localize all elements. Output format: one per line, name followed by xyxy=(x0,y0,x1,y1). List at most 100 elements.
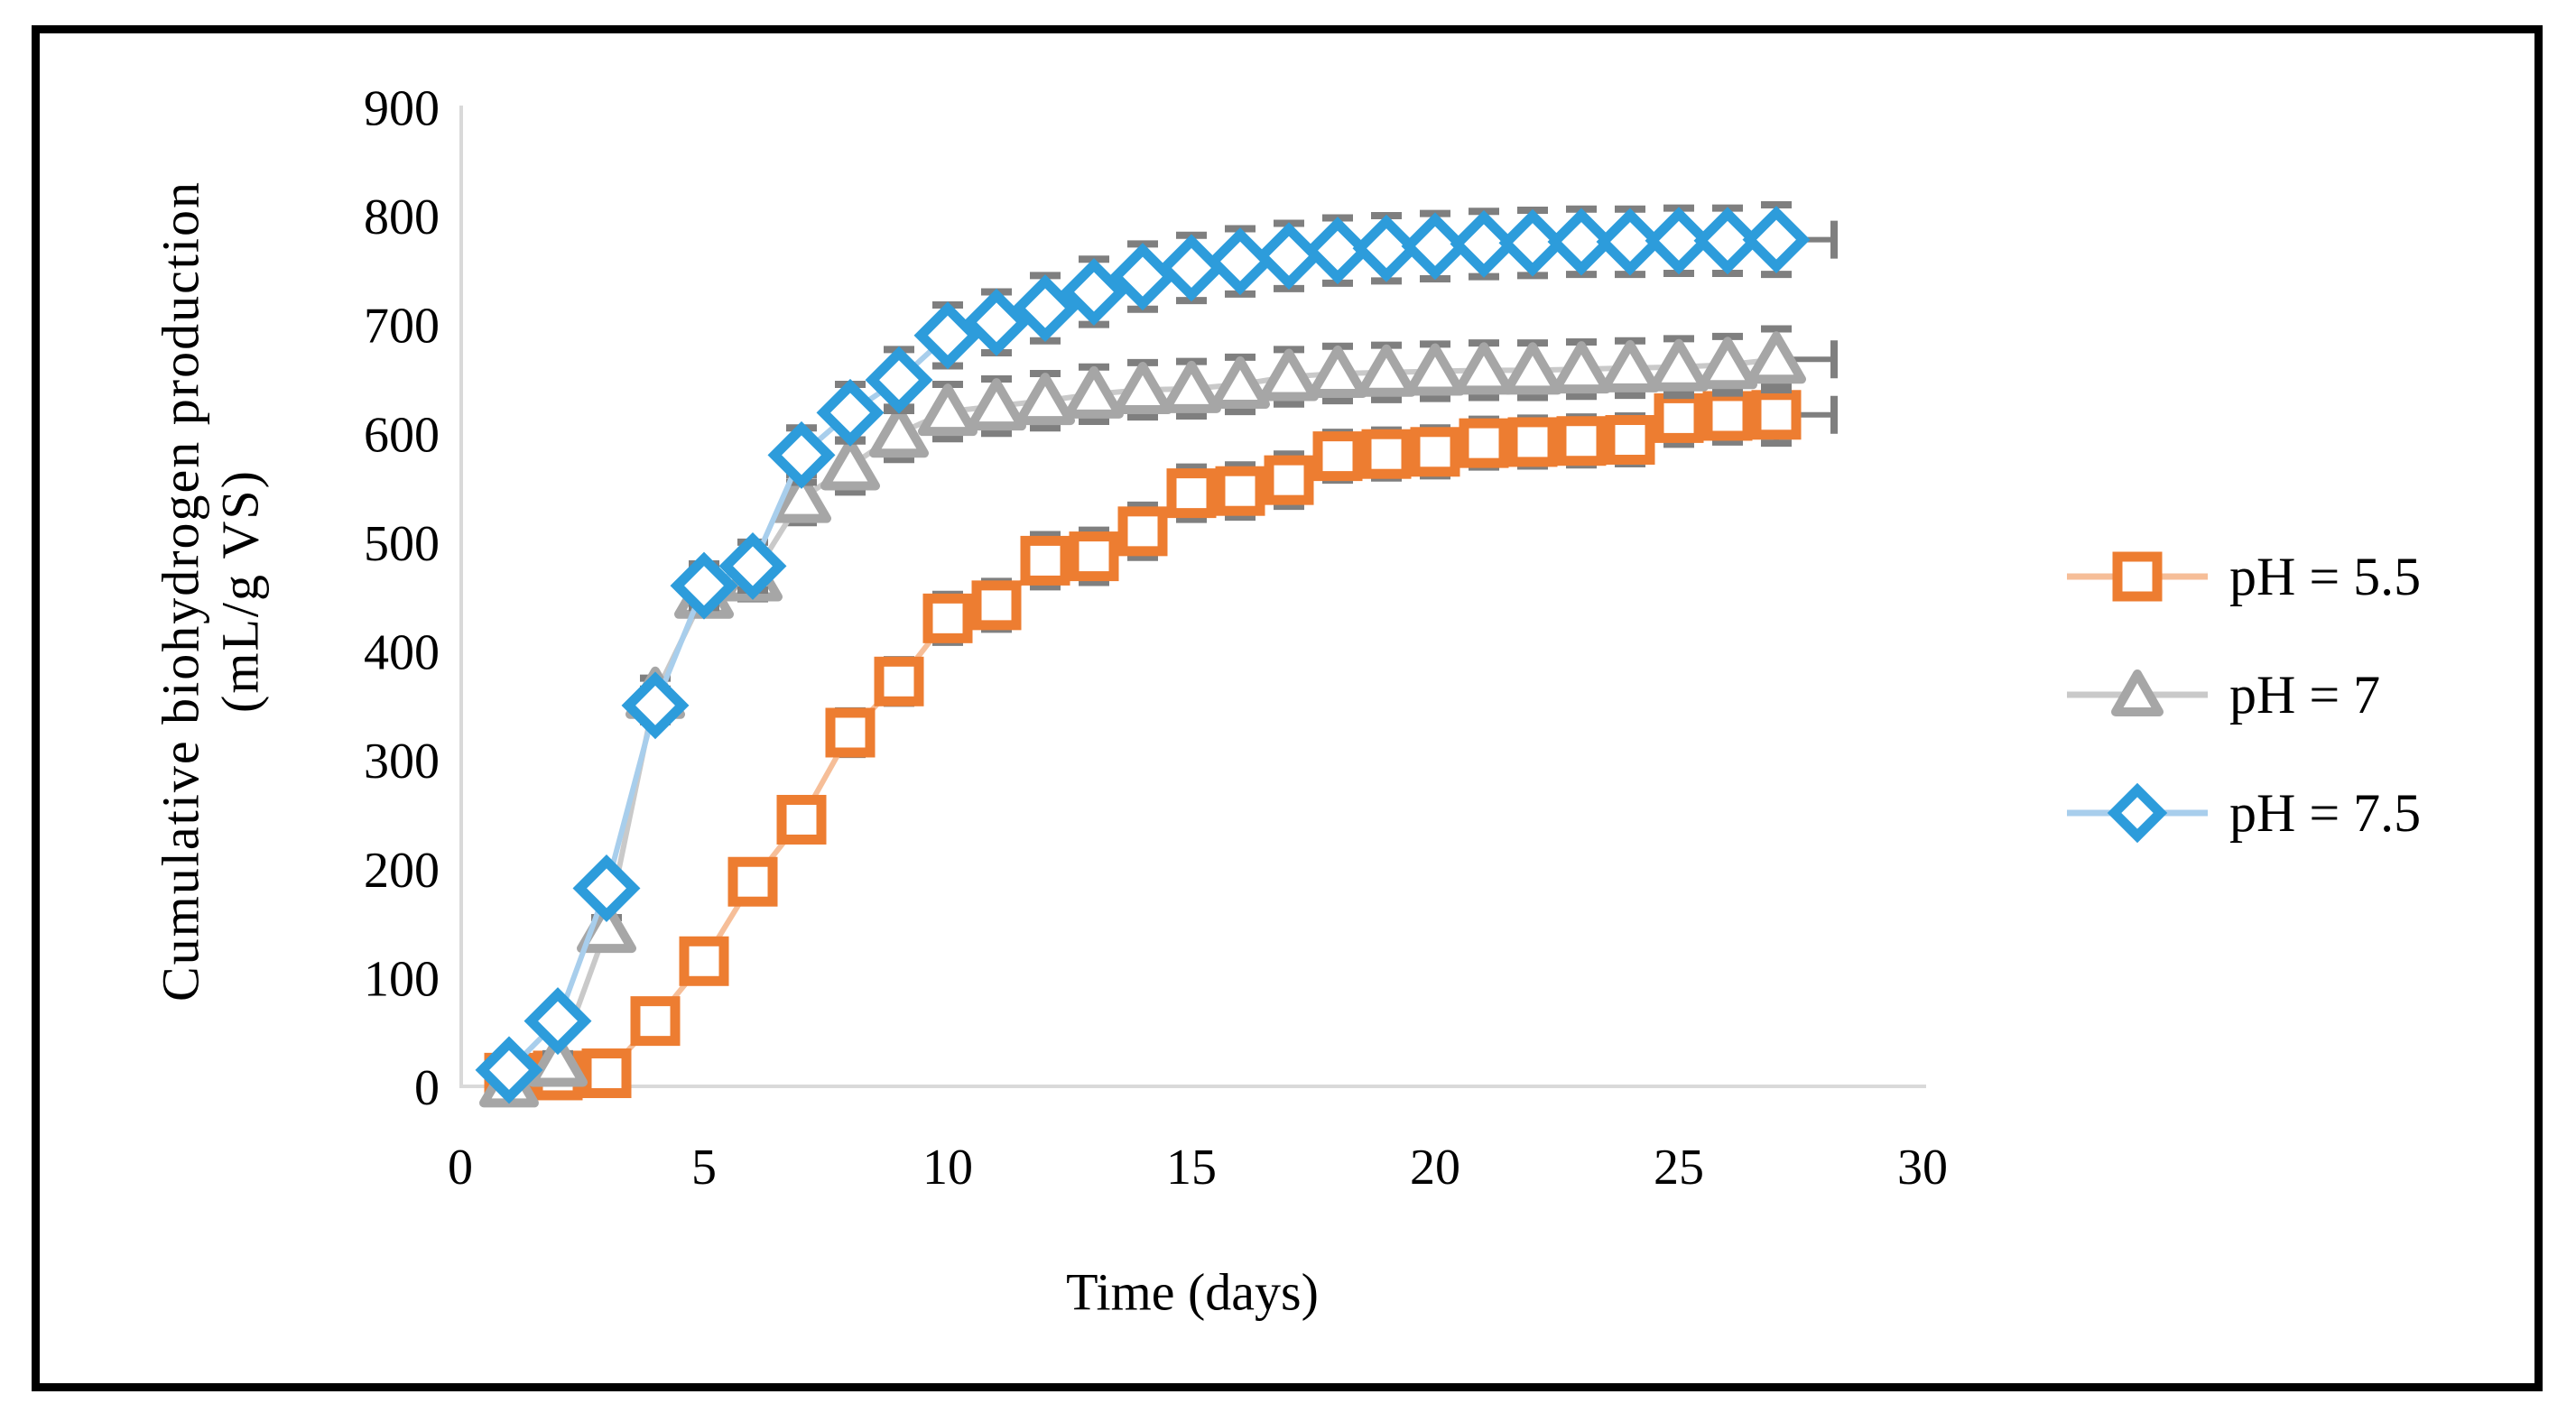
diamond-marker-icon xyxy=(718,531,787,600)
diamond-marker-icon xyxy=(670,551,738,620)
triangle-marker-icon xyxy=(1503,342,1562,395)
triangle-marker-icon xyxy=(1210,356,1270,410)
triangle-marker-icon xyxy=(1259,348,1319,402)
diamond-marker-icon xyxy=(1206,227,1274,296)
square-marker-icon xyxy=(1361,429,1412,479)
legend-item-ph-5.5: pH = 5.5 xyxy=(2065,534,2421,619)
square-marker-icon xyxy=(1166,468,1217,519)
square-marker-icon xyxy=(874,656,924,706)
x-tick-label: 15 xyxy=(1166,1140,1217,1196)
triangle-marker-icon xyxy=(820,438,880,491)
diamond-marker-icon xyxy=(1498,208,1567,277)
y-tick-label: 700 xyxy=(364,299,440,355)
triangle-marker-icon xyxy=(869,405,929,458)
diamond-marker-icon xyxy=(1596,208,1664,276)
diamond-marker-icon xyxy=(913,301,982,370)
square-marker-icon xyxy=(1264,455,1314,505)
x-axis-title: Time (days) xyxy=(1066,1262,1319,1322)
diamond-marker-icon xyxy=(1157,234,1226,302)
y-tick-label: 100 xyxy=(364,951,440,1007)
triangle-marker-icon xyxy=(1113,362,1172,415)
y-tick-label: 800 xyxy=(364,189,440,245)
square-marker-icon xyxy=(2067,551,2208,602)
y-axis-title-line2: (mL/g VS) xyxy=(210,469,270,713)
triangle-marker-icon xyxy=(1649,338,1709,392)
square-marker-icon xyxy=(1410,427,1460,477)
square-marker-icon xyxy=(630,996,681,1047)
legend-label-ph-7.5: pH = 7.5 xyxy=(2229,782,2422,843)
diamond-marker-icon xyxy=(572,854,641,922)
triangle-marker-icon xyxy=(1162,360,1221,413)
x-tick-label: 10 xyxy=(922,1140,973,1196)
diamond-marker-icon xyxy=(1645,207,1713,275)
x-tick-label: 30 xyxy=(1897,1140,1948,1196)
diamond-marker-icon xyxy=(1060,257,1128,326)
x-tick-label: 0 xyxy=(448,1140,473,1196)
series-ph7.5 xyxy=(475,200,1838,1104)
square-marker-icon xyxy=(971,580,1022,631)
diamond-marker-icon xyxy=(475,1036,543,1104)
triangle-marker-icon xyxy=(967,378,1026,431)
square-marker-icon xyxy=(1605,415,1655,466)
diamond-marker-icon xyxy=(524,987,592,1056)
triangle-marker-icon xyxy=(1405,343,1465,396)
triangle-marker-icon xyxy=(1454,342,1514,395)
square-marker-icon xyxy=(727,856,778,907)
legend-label-ph-5.5: pH = 5.5 xyxy=(2229,546,2422,606)
diamond-marker-icon xyxy=(962,288,1031,356)
triangle-marker-icon xyxy=(1357,344,1416,397)
y-tick-label: 400 xyxy=(364,625,440,681)
square-marker-icon xyxy=(679,936,729,986)
legend-item-ph-7: pH = 7 xyxy=(2065,652,2421,737)
triangle-marker-icon xyxy=(1064,365,1124,419)
diamond-marker-icon xyxy=(1108,243,1177,311)
y-tick-label: 900 xyxy=(364,80,440,136)
triangle-marker-icon xyxy=(1308,345,1367,398)
square-marker-icon xyxy=(776,794,827,845)
y-tick-label: 300 xyxy=(364,734,440,789)
diamond-marker-icon xyxy=(1011,274,1080,343)
diamond-marker-icon xyxy=(1255,222,1323,291)
triangle-marker-icon xyxy=(1552,341,1611,394)
diamond-marker-icon xyxy=(816,378,885,447)
y-tick-label: 200 xyxy=(364,843,440,899)
diamond-marker-icon xyxy=(621,671,690,740)
triangle-marker-icon xyxy=(1600,339,1660,392)
triangle-marker-icon xyxy=(1015,373,1075,426)
triangle-marker-icon xyxy=(2067,669,2208,716)
square-marker-icon xyxy=(581,1048,632,1099)
legend-item-ph-7.5: pH = 7.5 xyxy=(2065,771,2421,855)
x-tick-label: 5 xyxy=(691,1140,717,1196)
square-marker-icon xyxy=(825,707,876,758)
square-marker-icon xyxy=(1215,466,1265,516)
x-tick-label: 25 xyxy=(1654,1140,1704,1196)
triangle-marker-icon xyxy=(528,1034,588,1087)
square-marker-icon xyxy=(1020,535,1070,586)
y-axis-title-line1: Cumulative biohydrogen production xyxy=(151,180,210,1002)
diamond-marker-icon xyxy=(1742,206,1811,274)
square-marker-icon xyxy=(1459,418,1509,468)
diamond-marker-icon xyxy=(1401,212,1469,281)
square-marker-icon xyxy=(1069,531,1119,582)
y-tick-label: 500 xyxy=(364,516,440,572)
square-marker-icon xyxy=(1751,390,1802,440)
x-tick-label: 20 xyxy=(1410,1140,1460,1196)
diamond-marker-icon xyxy=(865,346,933,414)
diamond-marker-icon xyxy=(1547,208,1616,276)
diamond-marker-icon xyxy=(1693,207,1762,275)
square-marker-icon xyxy=(1507,417,1558,467)
diamond-marker-icon xyxy=(1303,217,1372,285)
diamond-marker-icon xyxy=(1352,214,1421,282)
square-marker-icon xyxy=(922,593,973,643)
y-tick-label: 600 xyxy=(364,407,440,463)
diamond-marker-icon xyxy=(2067,782,2208,844)
legend: pH = 5.5 pH = 7 pH = 7.5 xyxy=(2065,534,2421,889)
square-marker-icon xyxy=(1702,391,1753,441)
y-tick-label: 0 xyxy=(414,1060,440,1116)
square-marker-icon xyxy=(1312,431,1363,482)
triangle-marker-icon xyxy=(772,470,831,523)
square-marker-icon xyxy=(1556,416,1607,466)
triangle-marker-icon xyxy=(1747,331,1806,384)
legend-label-ph-7: pH = 7 xyxy=(2229,664,2381,725)
